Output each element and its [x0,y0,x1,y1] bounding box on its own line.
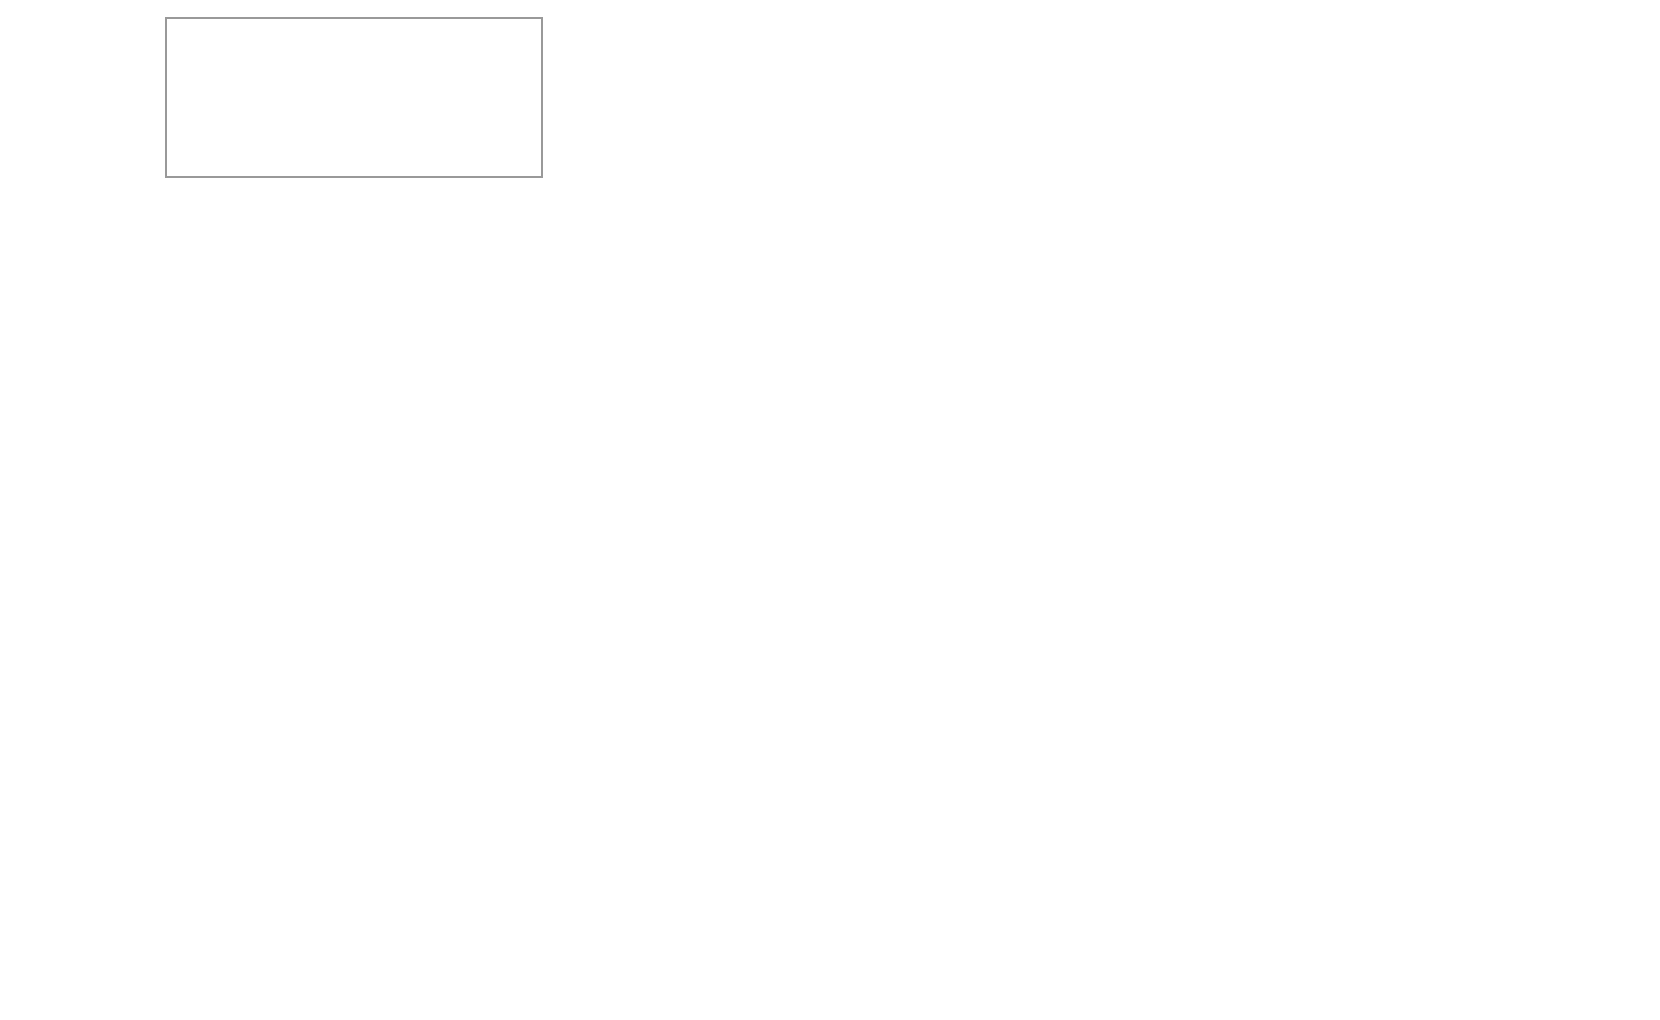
legend-box [165,17,543,178]
